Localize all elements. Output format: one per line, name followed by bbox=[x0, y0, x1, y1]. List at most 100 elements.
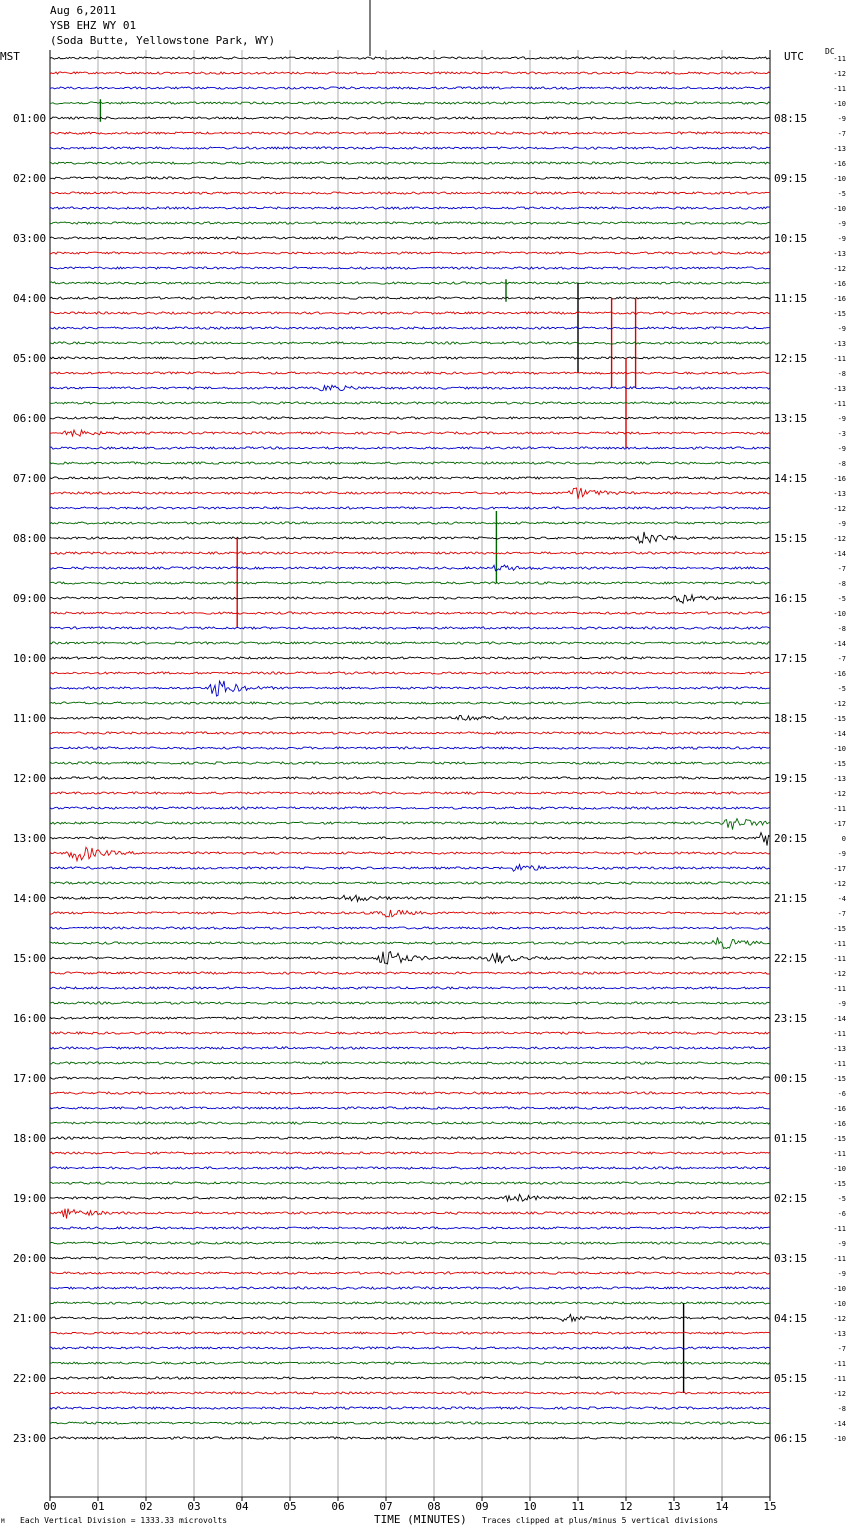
seismic-trace bbox=[49, 926, 771, 930]
dc-offset-label: -9 bbox=[838, 850, 846, 858]
dc-offset-label: -9 bbox=[838, 115, 846, 123]
right-hour-label: 00:15 bbox=[774, 1072, 807, 1085]
dc-offset-label: -6 bbox=[838, 1210, 846, 1218]
left-hour-label: 03:00 bbox=[13, 232, 46, 245]
seismic-trace bbox=[49, 236, 771, 240]
dc-offset-label: -15 bbox=[833, 1075, 846, 1083]
seismic-trace bbox=[49, 611, 771, 615]
seismic-trace bbox=[49, 487, 771, 500]
left-hour-label: 17:00 bbox=[13, 1072, 46, 1085]
dc-offset-label: -5 bbox=[838, 190, 846, 198]
dc-offset-label: -11 bbox=[833, 1255, 846, 1263]
x-axis-label: TIME (MINUTES) bbox=[374, 1513, 467, 1526]
seismic-trace bbox=[49, 679, 771, 697]
seismic-trace bbox=[49, 191, 771, 195]
dc-offset-label: 0 bbox=[842, 835, 846, 843]
x-tick-label: 04 bbox=[235, 1500, 249, 1513]
seismic-trace bbox=[49, 1091, 771, 1095]
seismic-trace bbox=[49, 1376, 771, 1380]
right-hour-label: 01:15 bbox=[774, 1132, 807, 1145]
footer-clip-note: Traces clipped at plus/minus 5 vertical … bbox=[482, 1516, 719, 1525]
dc-offset-label: -14 bbox=[833, 1420, 846, 1428]
dc-offset-label: -16 bbox=[833, 1105, 846, 1113]
seismic-trace bbox=[49, 384, 771, 392]
right-hour-label: 09:15 bbox=[774, 172, 807, 185]
dc-offset-label: -13 bbox=[833, 385, 846, 393]
right-hour-label: 04:15 bbox=[774, 1312, 807, 1325]
right-hour-label: 23:15 bbox=[774, 1012, 807, 1025]
dc-offset-label: -11 bbox=[833, 985, 846, 993]
seismic-trace bbox=[49, 131, 771, 135]
dc-offset-label: -17 bbox=[833, 865, 846, 873]
dc-offset-label: -8 bbox=[838, 625, 846, 633]
seismic-trace bbox=[49, 1361, 771, 1365]
left-hour-label: 05:00 bbox=[13, 352, 46, 365]
seismic-trace bbox=[49, 1421, 771, 1425]
right-hour-label: 02:15 bbox=[774, 1192, 807, 1205]
seismic-trace bbox=[49, 1226, 771, 1230]
dc-offset-label: -5 bbox=[838, 685, 846, 693]
seismic-trace bbox=[49, 593, 771, 605]
dc-offset-label: -13 bbox=[833, 340, 846, 348]
x-tick-label: 11 bbox=[571, 1500, 584, 1513]
dc-title: DC bbox=[825, 47, 835, 56]
seismic-trace bbox=[49, 791, 771, 795]
dc-offset-label: -14 bbox=[833, 730, 846, 738]
right-hour-label: 21:15 bbox=[774, 892, 807, 905]
x-tick-label: 08 bbox=[427, 1500, 440, 1513]
seismic-trace bbox=[49, 341, 771, 345]
seismic-trace bbox=[49, 176, 771, 180]
dc-offset-label: -14 bbox=[833, 1015, 846, 1023]
dc-offset-label: -15 bbox=[833, 760, 846, 768]
dc-offset-label: -9 bbox=[838, 445, 846, 453]
seismic-trace bbox=[49, 1391, 771, 1395]
seismic-trace bbox=[49, 1001, 771, 1005]
right-hour-label: 16:15 bbox=[774, 592, 807, 605]
dc-offset-label: -12 bbox=[833, 880, 846, 888]
x-tick-label: 02 bbox=[139, 1500, 152, 1513]
left-hour-label: 09:00 bbox=[13, 592, 46, 605]
right-hour-label: 13:15 bbox=[774, 412, 807, 425]
right-hour-label: 10:15 bbox=[774, 232, 807, 245]
seismic-trace bbox=[50, 1436, 771, 1440]
dc-offset-label: -16 bbox=[833, 1120, 846, 1128]
seismic-trace bbox=[49, 401, 771, 405]
seismic-trace bbox=[49, 746, 771, 750]
seismic-trace bbox=[49, 701, 771, 705]
right-hour-label: 03:15 bbox=[774, 1252, 807, 1265]
seismic-trace bbox=[50, 909, 771, 918]
dc-offset-label: -12 bbox=[833, 1390, 846, 1398]
dc-offset-label: -7 bbox=[838, 655, 846, 663]
seismic-trace bbox=[49, 1193, 771, 1203]
seismic-trace bbox=[49, 116, 771, 120]
left-hour-label: 12:00 bbox=[13, 772, 46, 785]
dc-offset-label: -16 bbox=[833, 280, 846, 288]
right-hour-label: 08:15 bbox=[774, 112, 807, 125]
x-tick-label: 12 bbox=[619, 1500, 632, 1513]
chart-date: Aug 6,2011 bbox=[50, 4, 117, 17]
seismic-trace bbox=[49, 1061, 771, 1065]
seismic-trace bbox=[49, 881, 771, 885]
seismic-trace bbox=[49, 937, 771, 950]
seismic-trace bbox=[49, 281, 771, 285]
chart-station: YSB EHZ WY 01 bbox=[50, 19, 137, 32]
seismic-trace bbox=[49, 1121, 771, 1125]
seismic-trace bbox=[49, 1151, 771, 1155]
dc-offset-label: -10 bbox=[833, 205, 846, 213]
seismic-trace bbox=[49, 416, 771, 420]
right-hour-label: 17:15 bbox=[774, 652, 807, 665]
dc-offset-label: -5 bbox=[838, 1195, 846, 1203]
right-hour-label: 11:15 bbox=[774, 292, 807, 305]
seismic-trace bbox=[49, 1136, 770, 1140]
seismic-trace bbox=[49, 1016, 771, 1020]
dc-offset-label: -7 bbox=[838, 910, 846, 918]
x-tick-label: 13 bbox=[667, 1500, 680, 1513]
seismic-trace bbox=[49, 101, 771, 105]
dc-offset-label: -12 bbox=[833, 505, 846, 513]
left-hour-label: 19:00 bbox=[13, 1192, 46, 1205]
x-tick-label: 05 bbox=[283, 1500, 296, 1513]
seismic-trace bbox=[49, 296, 771, 300]
x-tick-label: 07 bbox=[379, 1500, 392, 1513]
left-hour-label: 08:00 bbox=[13, 532, 46, 545]
